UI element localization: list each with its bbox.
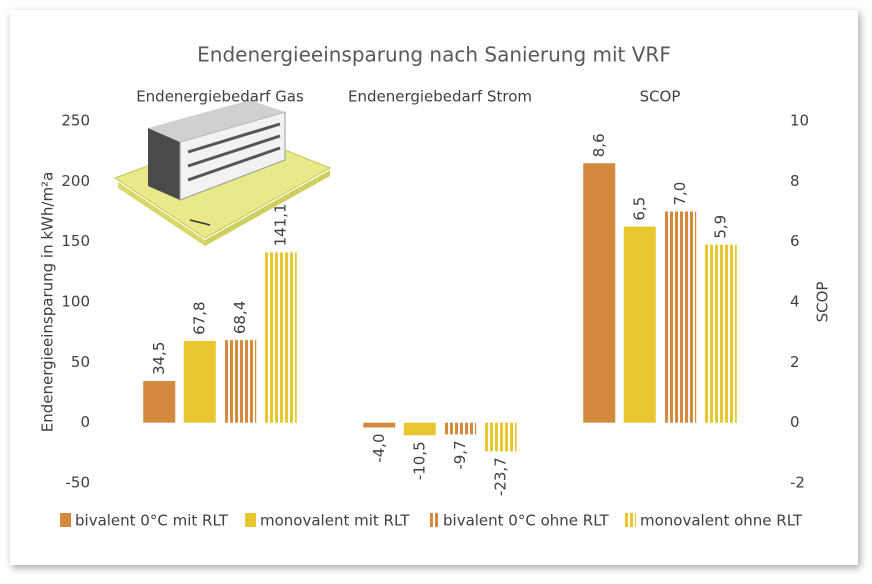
- data-label: 6,5: [630, 197, 648, 221]
- bar: [623, 226, 656, 423]
- bar: [403, 422, 436, 436]
- y-tick-label: 200: [61, 172, 90, 190]
- bar: [363, 422, 396, 428]
- data-label: 7,0: [671, 182, 689, 206]
- y2-tick-label: 0: [790, 413, 800, 431]
- y2-axis-title: SCOP: [814, 282, 832, 323]
- y-axis-title: Endenergieeinsparung in kWh/m²a: [39, 172, 57, 433]
- bar: [484, 422, 517, 452]
- legend-label: bivalent 0°C mit RLT: [75, 512, 229, 530]
- legend-swatch: [428, 513, 439, 527]
- y2-tick-label: 2: [790, 353, 800, 371]
- bar: [664, 211, 697, 423]
- data-label: 68,4: [231, 301, 249, 334]
- y-tick-label: 50: [71, 353, 90, 371]
- data-label: -9,7: [451, 440, 469, 469]
- legend-label: bivalent 0°C ohne RLT: [443, 512, 609, 530]
- category-label: SCOP: [640, 88, 681, 106]
- y2-tick-label: 4: [790, 293, 800, 311]
- y-tick-label: 250: [61, 112, 90, 130]
- legend-swatch: [60, 513, 71, 527]
- y-tick-label: -50: [66, 474, 91, 492]
- legend-label: monovalent ohne RLT: [640, 512, 803, 530]
- data-label: 67,8: [190, 301, 208, 334]
- category-label: Endenergiebedarf Gas: [136, 88, 304, 106]
- y2-tick-label: -2: [790, 474, 805, 492]
- y-tick-label: 0: [80, 413, 90, 431]
- category-label: Endenergiebedarf Strom: [348, 88, 532, 106]
- legend-swatch: [625, 513, 636, 527]
- data-label: 34,5: [150, 342, 168, 375]
- y2-tick-label: 6: [790, 232, 800, 250]
- bar: [583, 163, 616, 423]
- legend-label: monovalent mit RLT: [260, 512, 410, 530]
- data-label: -23,7: [491, 457, 509, 496]
- data-label: 8,6: [590, 133, 608, 157]
- data-label: 141,1: [271, 203, 289, 246]
- data-label: -4,0: [370, 433, 388, 462]
- chart-title: Endenergieeinsparung nach Sanierung mit …: [197, 43, 671, 67]
- bar: [183, 340, 216, 423]
- bar: [444, 422, 477, 435]
- legend-swatch: [245, 513, 256, 527]
- bar: [264, 252, 297, 423]
- building-illustration: [113, 100, 332, 246]
- y-tick-label: 100: [61, 293, 90, 311]
- y2-tick-label: 8: [790, 172, 800, 190]
- y-tick-label: 150: [61, 232, 90, 250]
- data-label: 5,9: [711, 215, 729, 239]
- data-label: -10,5: [410, 441, 428, 480]
- bar: [143, 381, 176, 423]
- y2-tick-label: 10: [790, 112, 809, 130]
- bar: [704, 244, 737, 423]
- bar: [224, 340, 257, 423]
